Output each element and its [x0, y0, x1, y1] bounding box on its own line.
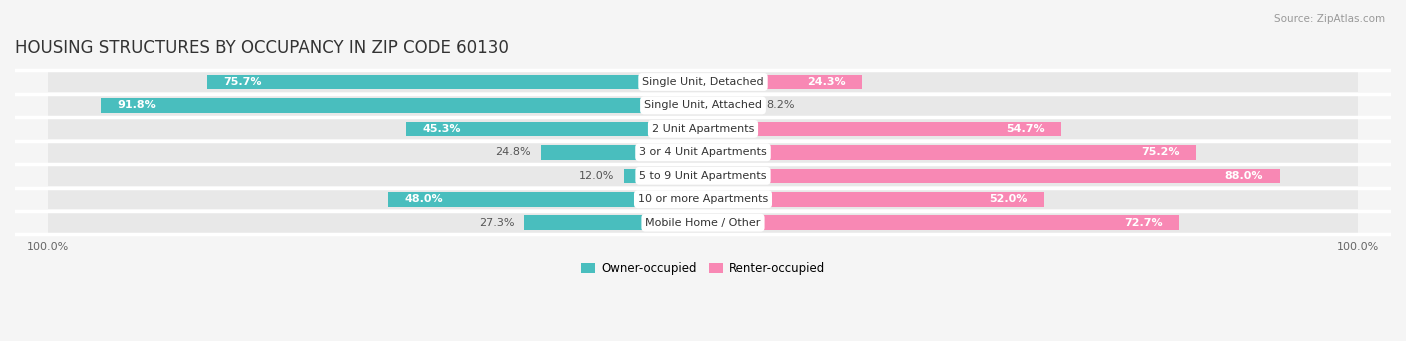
Bar: [406, 122, 703, 136]
Bar: [703, 216, 1180, 230]
Text: 54.7%: 54.7%: [1007, 124, 1045, 134]
Bar: [703, 192, 1043, 207]
Bar: [703, 145, 1195, 160]
Text: 75.7%: 75.7%: [224, 77, 262, 87]
Text: Single Unit, Detached: Single Unit, Detached: [643, 77, 763, 87]
Text: 5 to 9 Unit Apartments: 5 to 9 Unit Apartments: [640, 171, 766, 181]
Bar: [703, 75, 862, 89]
Text: 3 or 4 Unit Apartments: 3 or 4 Unit Apartments: [640, 147, 766, 157]
Text: 91.8%: 91.8%: [118, 101, 156, 110]
Text: 10 or more Apartments: 10 or more Apartments: [638, 194, 768, 204]
Bar: [524, 216, 703, 230]
Text: 8.2%: 8.2%: [766, 101, 794, 110]
Bar: [48, 166, 1358, 186]
Bar: [703, 122, 1062, 136]
Bar: [101, 98, 703, 113]
Bar: [48, 119, 1358, 139]
Bar: [703, 168, 1279, 183]
Text: 48.0%: 48.0%: [405, 194, 443, 204]
Bar: [48, 189, 1358, 209]
Text: 2 Unit Apartments: 2 Unit Apartments: [652, 124, 754, 134]
Text: 52.0%: 52.0%: [988, 194, 1028, 204]
Bar: [48, 95, 1358, 116]
Bar: [48, 212, 1358, 233]
Bar: [48, 72, 1358, 92]
Text: Mobile Home / Other: Mobile Home / Other: [645, 218, 761, 228]
Bar: [703, 98, 756, 113]
Text: 72.7%: 72.7%: [1125, 218, 1163, 228]
Text: 75.2%: 75.2%: [1140, 147, 1180, 157]
Bar: [540, 145, 703, 160]
Bar: [624, 168, 703, 183]
Text: 27.3%: 27.3%: [479, 218, 515, 228]
Legend: Owner-occupied, Renter-occupied: Owner-occupied, Renter-occupied: [576, 257, 830, 280]
Text: 24.3%: 24.3%: [807, 77, 846, 87]
Text: 12.0%: 12.0%: [579, 171, 614, 181]
Bar: [207, 75, 703, 89]
Bar: [48, 142, 1358, 163]
Text: 45.3%: 45.3%: [423, 124, 461, 134]
Bar: [388, 192, 703, 207]
Text: HOUSING STRUCTURES BY OCCUPANCY IN ZIP CODE 60130: HOUSING STRUCTURES BY OCCUPANCY IN ZIP C…: [15, 39, 509, 57]
Text: 24.8%: 24.8%: [495, 147, 530, 157]
Text: Source: ZipAtlas.com: Source: ZipAtlas.com: [1274, 14, 1385, 24]
Text: 88.0%: 88.0%: [1225, 171, 1263, 181]
Text: Single Unit, Attached: Single Unit, Attached: [644, 101, 762, 110]
